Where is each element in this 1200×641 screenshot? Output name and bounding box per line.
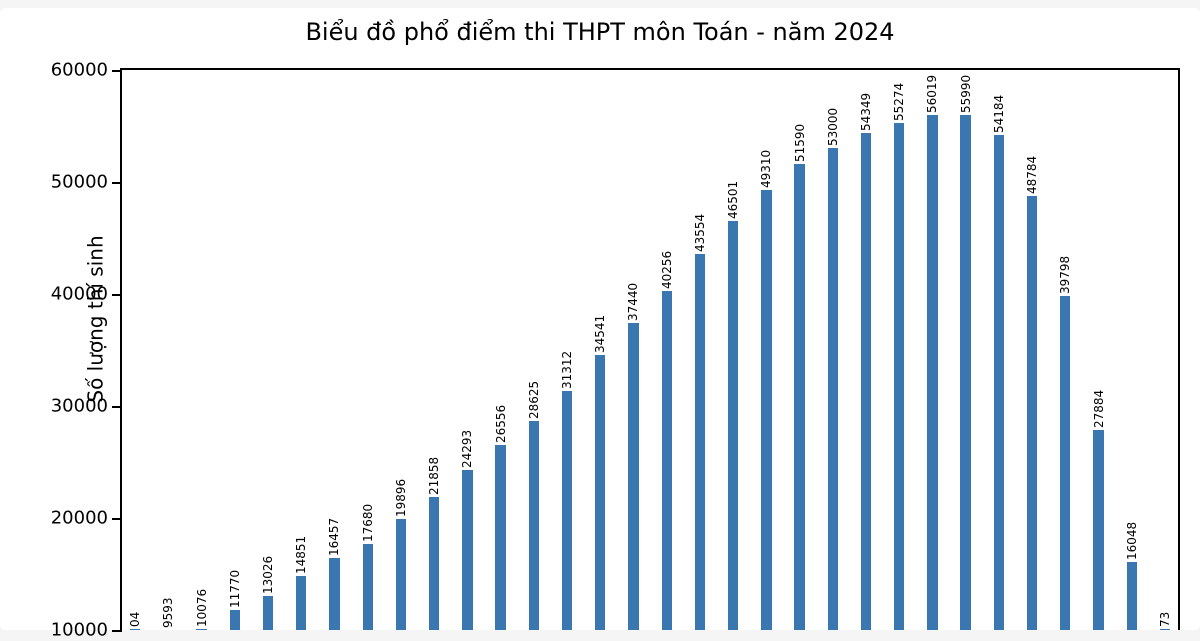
bar: 48784	[1027, 196, 1037, 630]
y-tick	[112, 406, 122, 408]
bar-value-label: 16048	[1125, 522, 1139, 562]
bar-value-label: 73	[1158, 612, 1172, 629]
bar: 55990	[960, 115, 970, 630]
bar-value-label: 39798	[1058, 256, 1072, 296]
bar-value-label: 55990	[959, 75, 973, 115]
bar-value-label: 34541	[593, 315, 607, 355]
bar-value-label: 19896	[394, 479, 408, 519]
bar-value-label: 11770	[228, 570, 242, 610]
bar-value-label: 46501	[726, 181, 740, 221]
y-axis-label: Số lượng thí sinh	[84, 235, 108, 402]
bar: 24293	[462, 470, 472, 630]
bar: 51590	[794, 164, 804, 630]
bar: 39798	[1060, 296, 1070, 630]
bar: 21858	[429, 497, 439, 630]
bar-value-label: 21858	[427, 457, 441, 497]
bar-value-label: 49310	[759, 150, 773, 190]
y-tick-label: 30000	[51, 396, 108, 417]
bar: 13026	[263, 596, 273, 630]
bar: 31312	[562, 391, 572, 630]
y-tick	[112, 70, 122, 72]
y-tick-label: 40000	[51, 284, 108, 305]
bar-value-label: 24293	[460, 430, 474, 470]
bar: 54349	[861, 133, 871, 630]
bar-value-label: 56019	[925, 74, 939, 114]
bar-value-label: 55274	[892, 83, 906, 123]
y-tick	[112, 182, 122, 184]
bar: 49310	[761, 190, 771, 630]
bar: 43554	[695, 254, 705, 630]
bar: 55274	[894, 123, 904, 630]
bar: 40256	[662, 291, 672, 630]
y-tick	[112, 518, 122, 520]
bar-value-label: 37440	[626, 283, 640, 323]
plot-area: 04 9593 10076 11770 13026 14851 16457 17680 1989…	[120, 68, 1180, 630]
bar-value-label: 54184	[992, 95, 1006, 135]
bar: 53000	[828, 148, 838, 630]
bar-value-label: 26556	[494, 404, 508, 444]
bar: 11770	[230, 610, 240, 630]
bar-value-label: 53000	[826, 108, 840, 148]
bar-value-label: 10076	[195, 589, 209, 629]
y-tick	[112, 630, 122, 632]
bar: 19896	[396, 519, 406, 630]
chart-title: Biểu đồ phổ điểm thi THPT môn Toán - năm…	[0, 18, 1200, 46]
bar: 37440	[628, 323, 638, 630]
bar: 17680	[363, 544, 373, 630]
bars-container: 04 9593 10076 11770 13026 14851 16457 17680 1989…	[130, 70, 1170, 630]
bar: 16457	[329, 558, 339, 630]
bar: 34541	[595, 355, 605, 630]
bar-value-label: 27884	[1092, 390, 1106, 430]
bar-value-label: 54349	[859, 93, 873, 133]
y-tick-label: 10000	[51, 620, 108, 641]
bar-value-label: 51590	[793, 124, 807, 164]
bar: 54184	[994, 135, 1004, 630]
y-tick	[112, 294, 122, 296]
bar-value-label: 28625	[527, 381, 541, 421]
bar: 27884	[1093, 430, 1103, 630]
bar-value-label: 9593	[161, 597, 175, 630]
bar-value-label: 04	[128, 612, 142, 629]
bar-value-label: 17680	[361, 504, 375, 544]
bar-value-label: 16457	[327, 518, 341, 558]
bar-value-label: 13026	[261, 556, 275, 596]
bar: 46501	[728, 221, 738, 630]
bar-value-label: 43554	[693, 214, 707, 254]
bar: 14851	[296, 576, 306, 630]
bar-value-label: 14851	[294, 535, 308, 575]
bar: 56019	[927, 115, 937, 630]
y-tick-label: 60000	[51, 60, 108, 81]
bar: 26556	[495, 445, 505, 630]
bar-value-label: 31312	[560, 351, 574, 391]
bar: 16048	[1127, 562, 1137, 630]
bar-value-label: 40256	[660, 251, 674, 291]
y-tick-label: 50000	[51, 172, 108, 193]
bar: 28625	[529, 421, 539, 630]
bar-value-label: 48784	[1025, 155, 1039, 195]
chart-card: Biểu đồ phổ điểm thi THPT môn Toán - năm…	[0, 8, 1200, 630]
y-tick-label: 20000	[51, 508, 108, 529]
